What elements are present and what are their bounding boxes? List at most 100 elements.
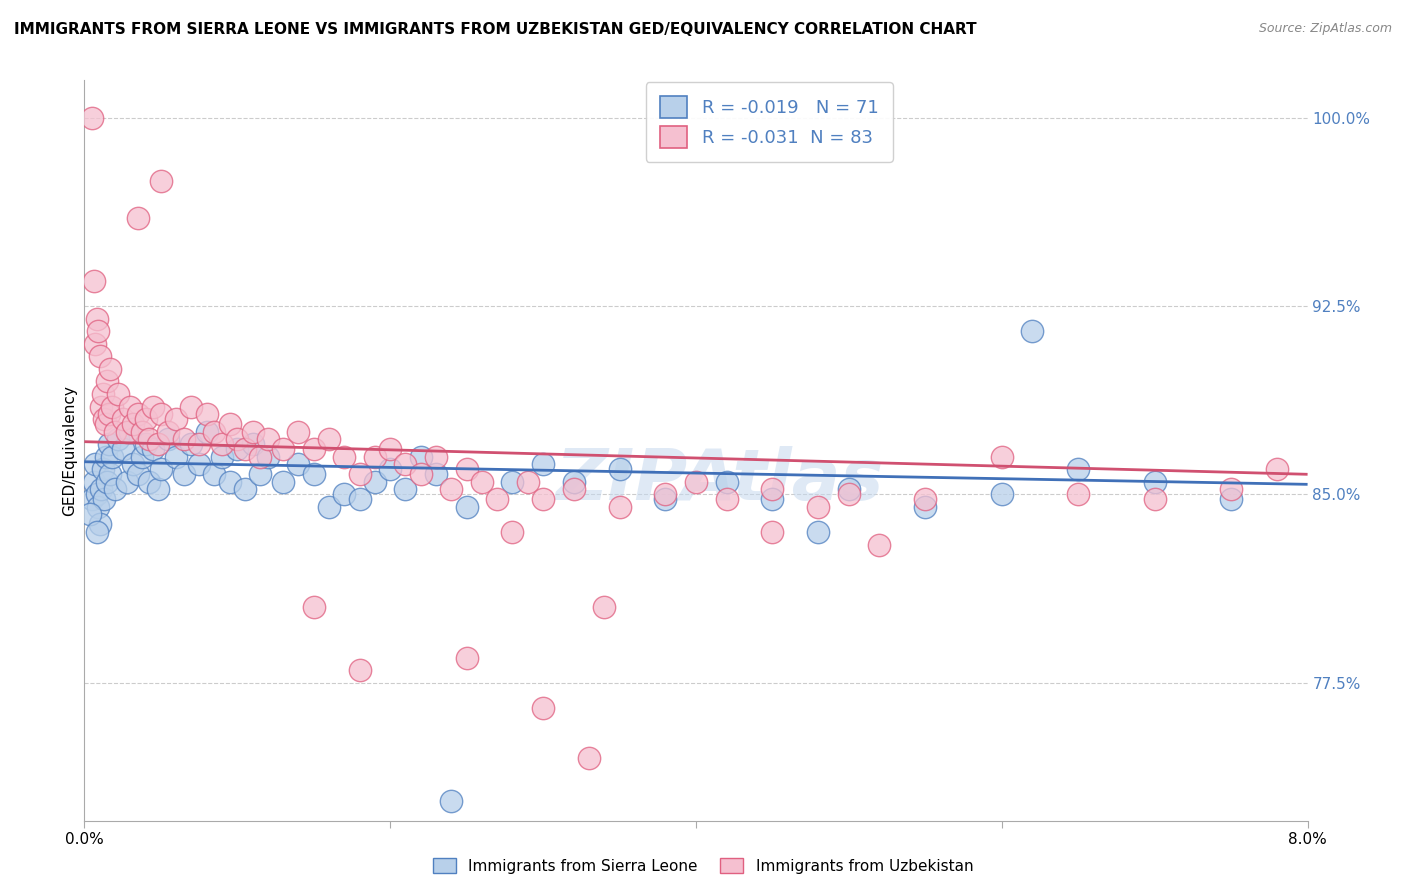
- Point: [1265, 462, 1288, 476]
- Point: [101, 450, 124, 464]
- Point: [98, 467, 121, 482]
- Point: [97, 407, 120, 421]
- Point: [914, 500, 936, 514]
- Point: [716, 475, 738, 489]
- Point: [135, 437, 157, 451]
- Point: [333, 450, 356, 464]
- Point: [138, 432, 160, 446]
- Point: [869, 538, 891, 552]
- Point: [349, 492, 371, 507]
- Point: [562, 475, 585, 489]
- Point: [131, 425, 153, 439]
- Point: [456, 462, 478, 476]
- Point: [218, 417, 240, 431]
- Point: [1220, 492, 1243, 507]
- Point: [302, 467, 325, 482]
- Point: [761, 524, 783, 539]
- Point: [142, 442, 165, 457]
- Point: [93, 412, 115, 426]
- Point: [149, 407, 172, 421]
- Point: [471, 475, 494, 489]
- Point: [271, 442, 294, 457]
- Point: [96, 475, 118, 489]
- Point: [165, 412, 187, 426]
- Point: [202, 467, 225, 482]
- Point: [807, 524, 830, 539]
- Point: [502, 475, 524, 489]
- Point: [578, 751, 600, 765]
- Y-axis label: GED/Equivalency: GED/Equivalency: [62, 385, 77, 516]
- Point: [409, 467, 432, 482]
- Point: [394, 457, 416, 471]
- Point: [1067, 487, 1090, 501]
- Point: [685, 475, 707, 489]
- Point: [761, 492, 783, 507]
- Point: [83, 274, 105, 288]
- Point: [157, 425, 180, 439]
- Point: [593, 600, 616, 615]
- Point: [364, 475, 387, 489]
- Point: [914, 492, 936, 507]
- Point: [87, 324, 110, 338]
- Point: [86, 524, 108, 539]
- Point: [131, 450, 153, 464]
- Point: [89, 349, 111, 363]
- Point: [1021, 324, 1043, 338]
- Point: [761, 483, 783, 497]
- Point: [318, 432, 340, 446]
- Point: [349, 467, 371, 482]
- Point: [440, 483, 463, 497]
- Point: [165, 450, 187, 464]
- Point: [127, 407, 149, 421]
- Point: [94, 450, 117, 464]
- Point: [115, 475, 138, 489]
- Point: [456, 500, 478, 514]
- Point: [991, 450, 1014, 464]
- Point: [135, 412, 157, 426]
- Point: [115, 425, 138, 439]
- Point: [91, 387, 114, 401]
- Point: [104, 425, 127, 439]
- Point: [97, 437, 120, 451]
- Point: [364, 450, 387, 464]
- Point: [138, 475, 160, 489]
- Point: [173, 432, 195, 446]
- Point: [226, 442, 249, 457]
- Point: [107, 387, 129, 401]
- Point: [157, 432, 180, 446]
- Point: [502, 524, 524, 539]
- Point: [83, 475, 105, 489]
- Point: [271, 475, 294, 489]
- Point: [188, 457, 211, 471]
- Point: [716, 492, 738, 507]
- Point: [233, 442, 256, 457]
- Point: [180, 437, 202, 451]
- Point: [218, 475, 240, 489]
- Point: [111, 442, 134, 457]
- Point: [609, 462, 631, 476]
- Point: [302, 442, 325, 457]
- Point: [91, 462, 114, 476]
- Point: [807, 500, 830, 514]
- Point: [516, 475, 538, 489]
- Point: [96, 375, 118, 389]
- Point: [333, 487, 356, 501]
- Point: [127, 467, 149, 482]
- Point: [440, 793, 463, 807]
- Point: [146, 437, 169, 451]
- Point: [149, 174, 172, 188]
- Point: [257, 432, 280, 446]
- Point: [425, 450, 447, 464]
- Point: [531, 700, 554, 714]
- Point: [84, 336, 107, 351]
- Point: [104, 483, 127, 497]
- Point: [98, 362, 121, 376]
- Point: [233, 483, 256, 497]
- Point: [531, 492, 554, 507]
- Point: [409, 450, 432, 464]
- Point: [202, 425, 225, 439]
- Point: [380, 462, 402, 476]
- Legend: R = -0.019   N = 71, R = -0.031  N = 83: R = -0.019 N = 71, R = -0.031 N = 83: [645, 82, 893, 162]
- Text: Source: ZipAtlas.com: Source: ZipAtlas.com: [1258, 22, 1392, 36]
- Point: [287, 457, 309, 471]
